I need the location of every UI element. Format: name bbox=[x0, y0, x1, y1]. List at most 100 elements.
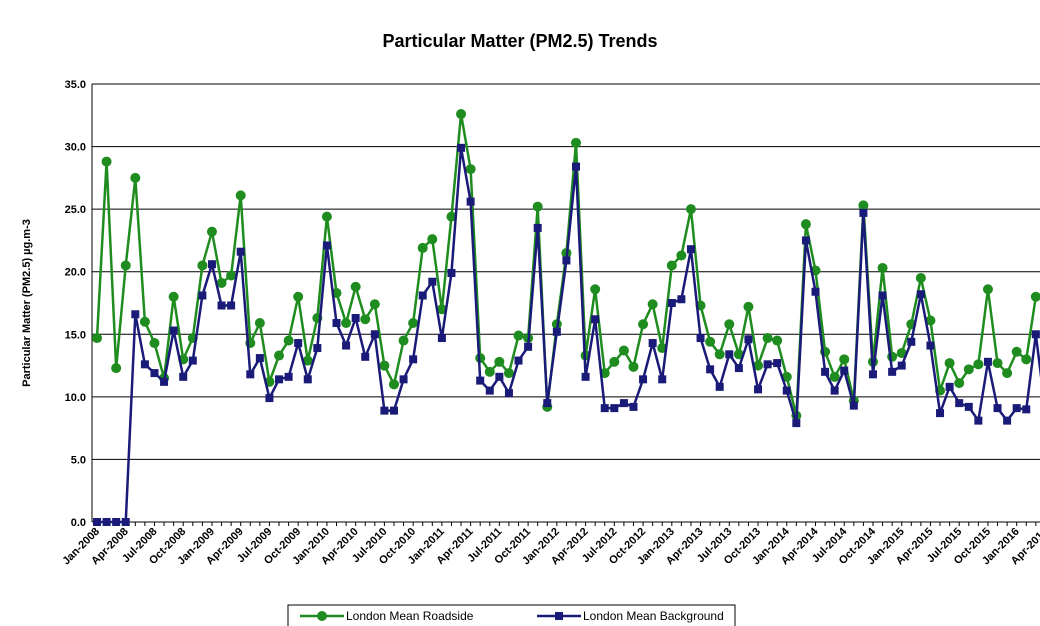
point bbox=[907, 337, 916, 346]
point bbox=[677, 295, 686, 304]
point bbox=[811, 287, 820, 296]
point bbox=[398, 335, 409, 346]
y-tick-label: 15.0 bbox=[65, 329, 86, 341]
legend-label: London Mean Background bbox=[583, 609, 724, 623]
point bbox=[409, 355, 418, 364]
point bbox=[255, 354, 264, 363]
point bbox=[840, 366, 849, 375]
point bbox=[446, 211, 457, 222]
point bbox=[706, 365, 715, 374]
point bbox=[944, 358, 955, 369]
point bbox=[753, 360, 764, 371]
y-tick-label: 20.0 bbox=[65, 267, 86, 279]
point bbox=[293, 291, 304, 302]
chart-title: Particular Matter (PM2.5) Trends bbox=[382, 31, 657, 51]
point bbox=[878, 291, 887, 300]
y-tick-label: 25.0 bbox=[65, 204, 86, 216]
point bbox=[705, 336, 716, 347]
point bbox=[197, 260, 208, 271]
point bbox=[302, 355, 313, 366]
point bbox=[915, 272, 926, 283]
point bbox=[974, 416, 983, 425]
point bbox=[160, 377, 169, 386]
point bbox=[437, 334, 446, 343]
point bbox=[102, 518, 111, 526]
point bbox=[226, 270, 237, 281]
point bbox=[647, 299, 658, 310]
point bbox=[888, 367, 897, 376]
point bbox=[169, 326, 178, 335]
point bbox=[1012, 404, 1021, 413]
point bbox=[369, 299, 380, 310]
point bbox=[399, 375, 408, 384]
point bbox=[763, 360, 772, 369]
point bbox=[217, 301, 226, 310]
point bbox=[389, 406, 398, 415]
point bbox=[964, 402, 973, 411]
point bbox=[954, 378, 965, 389]
point bbox=[762, 333, 773, 344]
point bbox=[275, 375, 284, 384]
point bbox=[993, 404, 1002, 413]
point bbox=[916, 290, 925, 299]
point bbox=[936, 409, 945, 418]
point bbox=[955, 399, 964, 408]
point bbox=[1031, 330, 1040, 339]
point bbox=[1030, 291, 1040, 302]
point bbox=[179, 372, 188, 381]
point bbox=[235, 190, 246, 201]
point bbox=[457, 143, 466, 152]
point bbox=[341, 318, 352, 329]
point bbox=[150, 369, 159, 378]
point bbox=[112, 518, 121, 526]
point bbox=[1002, 368, 1013, 379]
point bbox=[963, 364, 974, 375]
point bbox=[754, 385, 763, 394]
point bbox=[436, 304, 447, 315]
point bbox=[648, 339, 657, 348]
point bbox=[925, 315, 936, 326]
point bbox=[514, 356, 523, 365]
point bbox=[830, 386, 839, 395]
point bbox=[101, 156, 112, 167]
y-tick-label: 10.0 bbox=[65, 392, 86, 404]
point bbox=[313, 344, 322, 353]
point bbox=[465, 164, 476, 175]
y-axis-label: Particular Matter (PM2.5) µg.m-3 bbox=[21, 219, 33, 387]
point bbox=[274, 350, 285, 361]
point bbox=[121, 518, 130, 526]
point bbox=[294, 339, 303, 348]
point bbox=[484, 366, 495, 377]
point bbox=[1022, 405, 1031, 414]
point bbox=[743, 301, 754, 312]
point bbox=[140, 360, 149, 369]
point bbox=[207, 260, 216, 269]
legend-marker bbox=[555, 612, 563, 620]
point bbox=[800, 219, 811, 230]
point bbox=[676, 250, 687, 261]
point bbox=[283, 335, 294, 346]
point bbox=[417, 242, 428, 253]
point bbox=[696, 334, 705, 343]
point bbox=[332, 319, 341, 328]
point bbox=[543, 399, 552, 408]
point bbox=[685, 204, 696, 215]
point bbox=[821, 367, 830, 376]
point bbox=[418, 291, 427, 300]
point bbox=[236, 247, 245, 256]
point bbox=[361, 352, 370, 361]
point bbox=[628, 361, 639, 372]
point bbox=[494, 356, 505, 367]
y-tick-label: 35.0 bbox=[65, 79, 86, 91]
point bbox=[360, 314, 371, 325]
point bbox=[658, 375, 667, 384]
point bbox=[667, 299, 676, 307]
point bbox=[1003, 416, 1012, 425]
point bbox=[983, 357, 992, 366]
point bbox=[456, 109, 467, 120]
point bbox=[303, 375, 312, 384]
point bbox=[504, 389, 513, 398]
point bbox=[581, 372, 590, 381]
y-tick-label: 5.0 bbox=[71, 454, 86, 466]
point bbox=[571, 137, 581, 148]
